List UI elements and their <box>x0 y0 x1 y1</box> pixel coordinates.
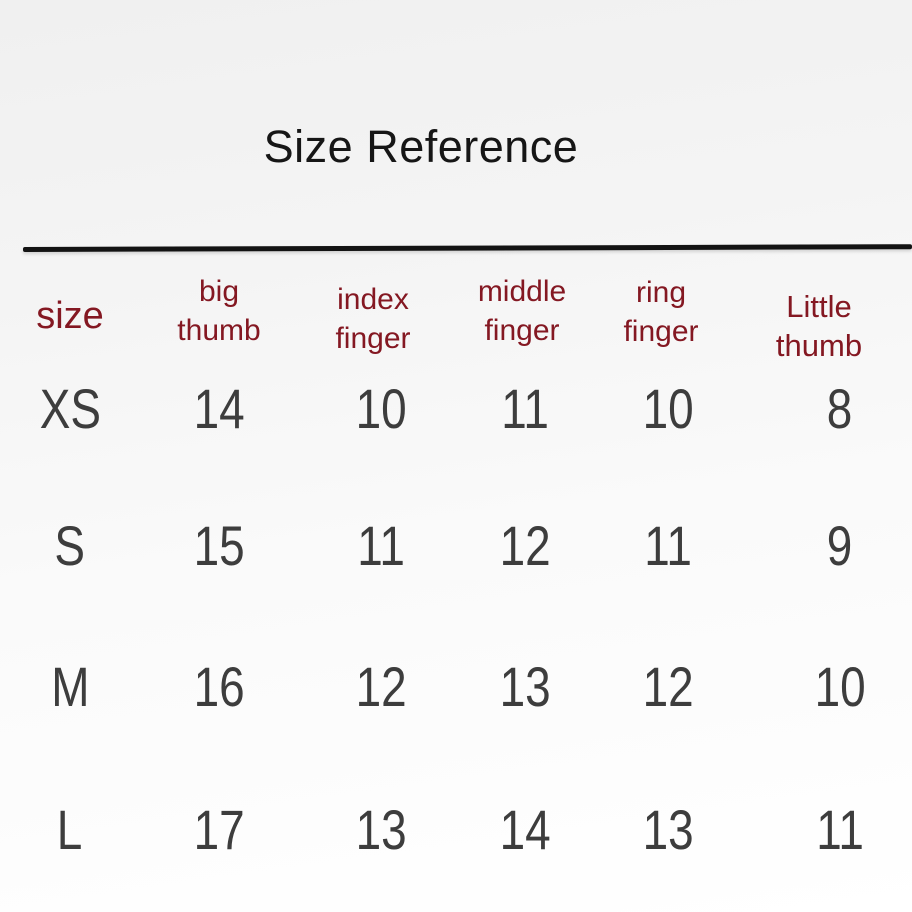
page-title: Size Reference <box>263 121 579 172</box>
cell-value: 11 <box>644 514 692 577</box>
size-label: L <box>57 797 83 861</box>
table-cell: 13 <box>637 797 699 862</box>
header-label: index <box>337 283 409 316</box>
table-cell: 11 <box>352 513 410 578</box>
header-label: middle <box>477 275 567 308</box>
size-label: S <box>54 514 86 577</box>
row-label: S <box>51 513 88 578</box>
cell-value: 11 <box>501 376 549 440</box>
table-cell: 13 <box>494 654 556 719</box>
cell-value: 8 <box>827 376 853 440</box>
table-cell: 12 <box>494 513 556 578</box>
header-label: finger <box>623 315 699 348</box>
column-header-big-thumb: big thumb <box>140 272 298 350</box>
table-header-row: size big thumb index finger middle finge… <box>0 260 912 372</box>
table-cell: 10 <box>637 376 699 441</box>
cell-value: 13 <box>355 797 407 861</box>
cell-value: 14 <box>193 376 245 440</box>
cell-value: 10 <box>814 654 866 718</box>
row-label: L <box>54 797 85 862</box>
row-label: XS <box>33 376 108 441</box>
table-cell: 11 <box>639 513 697 578</box>
header-label: ring <box>635 276 687 309</box>
cell-value: 14 <box>499 797 551 861</box>
cell-value: 11 <box>816 797 864 861</box>
table-cell: 10 <box>350 376 412 441</box>
header-label: finger <box>335 322 411 355</box>
table-cell: 10 <box>809 654 871 719</box>
cell-value: 17 <box>193 797 245 861</box>
header-label: thumb <box>177 314 261 347</box>
table-cell: 11 <box>811 797 869 862</box>
divider-line <box>22 244 912 252</box>
header-label: Little <box>786 289 852 324</box>
cell-value: 12 <box>642 654 694 718</box>
table-cell: 9 <box>824 513 855 578</box>
table-cell: 12 <box>637 654 699 719</box>
cell-value: 9 <box>827 514 853 577</box>
header-label: finger <box>484 314 560 347</box>
table-cell: 13 <box>350 797 412 862</box>
table-cell: 14 <box>188 376 250 441</box>
size-label: XS <box>39 376 101 440</box>
cell-value: 16 <box>193 654 245 718</box>
column-header-little-thumb: Little thumb <box>726 287 912 365</box>
size-label: M <box>50 654 90 718</box>
column-header-ring-finger: ring finger <box>596 273 726 351</box>
cell-value: 10 <box>642 376 694 440</box>
cell-value: 12 <box>499 514 551 577</box>
cell-value: 11 <box>357 514 405 577</box>
header-label: size <box>36 294 104 337</box>
header-label: thumb <box>775 328 863 363</box>
cell-value: 15 <box>193 514 245 577</box>
table-cell: 17 <box>188 797 250 862</box>
row-label: M <box>47 654 94 719</box>
column-header-middle-finger: middle finger <box>448 272 596 350</box>
cell-value: 10 <box>355 376 407 440</box>
table-cell: 8 <box>824 376 855 441</box>
column-header-index-finger: index finger <box>298 280 448 358</box>
table-cell: 16 <box>188 654 250 719</box>
cell-value: 12 <box>355 654 407 718</box>
cell-value: 13 <box>499 654 551 718</box>
column-header-size: size <box>0 294 140 337</box>
table-cell: 14 <box>494 797 556 862</box>
table-cell: 15 <box>188 513 250 578</box>
table-cell: 11 <box>496 376 554 441</box>
table-body: XS 14 10 11 10 8 S 15 11 12 11 9 M 16 12… <box>0 338 912 899</box>
cell-value: 13 <box>642 797 694 861</box>
header-label: big <box>198 275 240 308</box>
table-cell: 12 <box>350 654 412 719</box>
